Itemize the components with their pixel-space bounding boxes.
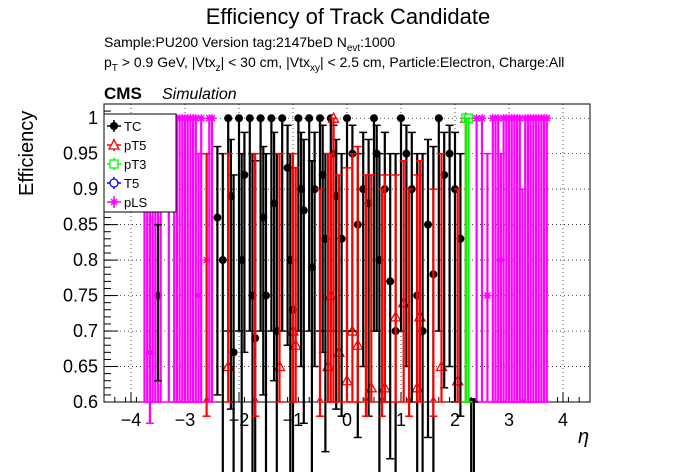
x-tick-label: −2 bbox=[229, 410, 250, 430]
y-tick-label: 0.7 bbox=[73, 321, 98, 341]
x-tick-label: −4 bbox=[121, 410, 142, 430]
sel-T: T bbox=[111, 62, 118, 74]
y-tick-label: 0.75 bbox=[63, 286, 98, 306]
legend-marker-pls-stroke bbox=[110, 198, 118, 206]
y-tick-label: 0.8 bbox=[73, 250, 98, 270]
legend-label-t5: T5 bbox=[124, 176, 139, 191]
y-tick-label: 0.9 bbox=[73, 179, 98, 199]
sample-info-text: Sample:PU200 Version tag:2147beD N bbox=[104, 34, 347, 50]
legend-label-pt5: pT5 bbox=[124, 138, 146, 153]
legend: TC pT5 pT3 T5 pLS bbox=[103, 113, 177, 213]
legend-item-pt5: pT5 bbox=[107, 138, 146, 153]
simulation-label: Simulation bbox=[162, 86, 237, 103]
x-tick-label: 2 bbox=[450, 410, 460, 430]
legend-marker-pt5 bbox=[107, 138, 121, 150]
legend-item-pls: pLS bbox=[107, 195, 147, 210]
sel-p: p bbox=[104, 54, 112, 70]
sample-info-sub: evt bbox=[346, 42, 361, 54]
x-tick-label: 1 bbox=[396, 410, 406, 430]
legend-item-pt3: pT3 bbox=[107, 157, 146, 172]
y-tick-label: 1 bbox=[88, 108, 98, 128]
sample-info-line: Sample:PU200 Version tag:2147beD Nevt:10… bbox=[104, 34, 395, 54]
x-tick-label: 4 bbox=[558, 410, 568, 430]
legend-marker-pls bbox=[110, 198, 118, 206]
legend-label-pls: pLS bbox=[124, 195, 147, 210]
legend-item-t5: T5 bbox=[107, 176, 139, 191]
sel-b: | < 30 cm, |Vtx bbox=[220, 54, 310, 70]
chart-title: Efficiency of Track Candidate bbox=[205, 4, 491, 29]
sel-xy: xy bbox=[309, 62, 320, 74]
legend-label-pt3: pT3 bbox=[124, 157, 146, 172]
x-tick-label: 0 bbox=[342, 410, 352, 430]
selection-info-line: pT > 0.9 GeV, |Vtxz| < 30 cm, |Vtxxy| < … bbox=[104, 54, 564, 74]
x-axis-label: η bbox=[578, 426, 590, 448]
sel-z: z bbox=[215, 62, 221, 74]
cms-label: CMS bbox=[104, 84, 142, 103]
sel-c: | < 2.5 cm, Particle:Electron, Charge:Al… bbox=[319, 54, 565, 70]
y-tick-label: 0.6 bbox=[73, 392, 98, 412]
legend-marker-tc bbox=[110, 122, 118, 130]
x-tick-label: −3 bbox=[175, 410, 196, 430]
legend-item-tc: TC bbox=[107, 119, 141, 134]
legend-marker-pt3 bbox=[109, 159, 119, 169]
legend-marker-t5 bbox=[109, 178, 119, 188]
y-tick-label: 0.95 bbox=[63, 144, 98, 164]
y-tick-label: 0.65 bbox=[63, 357, 98, 377]
sel-a: > 0.9 GeV, |Vtx bbox=[117, 54, 216, 70]
y-tick-label: 0.85 bbox=[63, 215, 98, 235]
x-tick-label: 3 bbox=[504, 410, 514, 430]
sample-info-tail: :1000 bbox=[360, 34, 396, 50]
legend-label-tc: TC bbox=[124, 119, 141, 134]
